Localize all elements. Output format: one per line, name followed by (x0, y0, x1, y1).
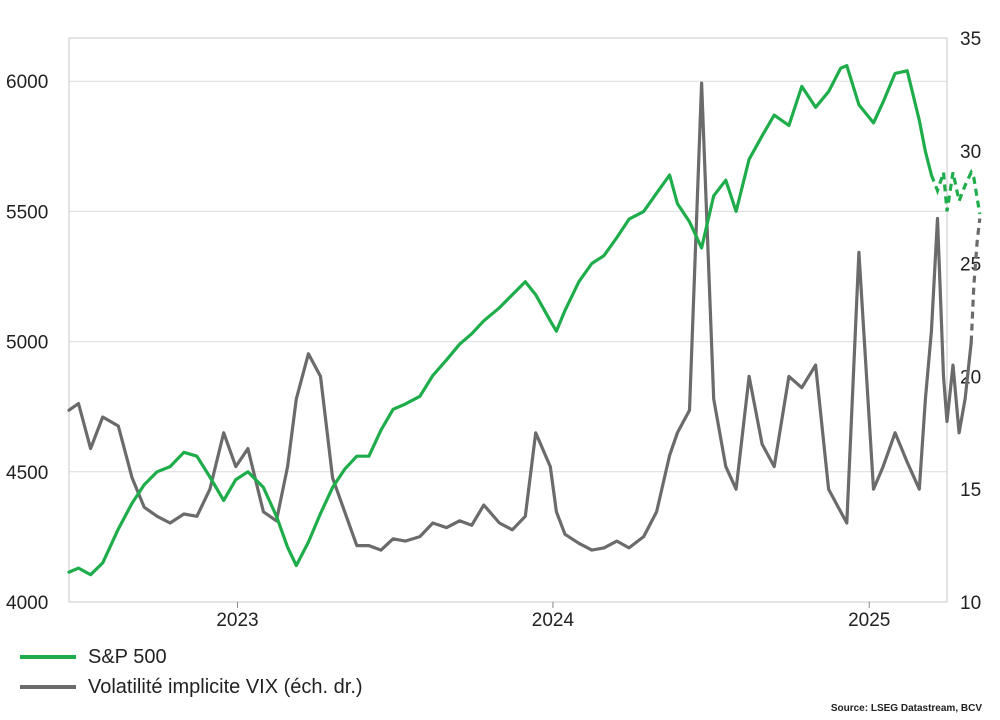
series-line-sp500 (67, 63, 934, 577)
source-note: Source: LSEG Datastream, BCV (830, 703, 982, 714)
y-right-tick-label: 15 (960, 480, 981, 501)
legend-item-sp500: S&P 500 (20, 642, 363, 672)
y-left-tick-label: 4500 (6, 463, 48, 484)
y-right-tick-label: 20 (960, 367, 981, 388)
legend-item-vix: Volatilité implicite VIX (éch. dr.) (20, 672, 363, 702)
y-right-tick-label: 10 (960, 593, 981, 614)
legend-swatch-vix (20, 685, 76, 689)
plot-frame (68, 37, 948, 603)
y-right-tick-label: 35 (960, 29, 981, 50)
y-left-tick-label: 6000 (6, 72, 48, 93)
y-right-tick-label: 25 (960, 255, 981, 276)
grid (69, 80, 947, 603)
y-left-tick-label: 5500 (6, 202, 48, 223)
x-tick-label: 2024 (532, 610, 575, 631)
y-left-tick-label: 5000 (6, 333, 48, 354)
y-left-tick-label: 4000 (6, 593, 48, 614)
legend-label-sp500: S&P 500 (88, 645, 167, 668)
series-line-vix (67, 81, 973, 552)
legend-label-vix: Volatilité implicite VIX (éch. dr.) (88, 675, 363, 698)
x-tick-label: 2023 (216, 610, 258, 631)
series-projection-sp500 (929, 168, 982, 215)
series-lines (67, 63, 982, 577)
legend: S&P 500 Volatilité implicite VIX (éch. d… (20, 642, 363, 702)
x-tick-label: 2025 (848, 610, 890, 631)
y-right-tick-label: 30 (960, 142, 981, 163)
legend-swatch-sp500 (20, 655, 76, 659)
series-projection-vix (969, 218, 982, 343)
